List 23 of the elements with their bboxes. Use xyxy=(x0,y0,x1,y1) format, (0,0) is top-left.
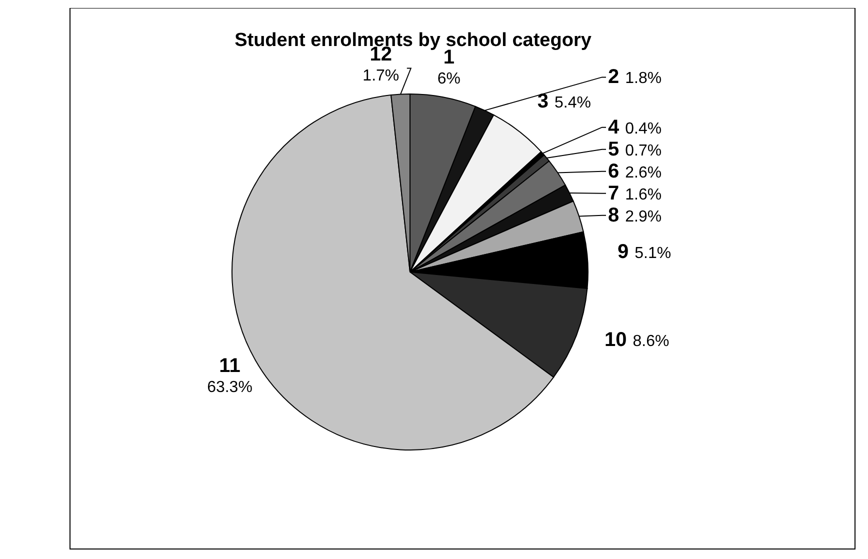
data-label: 63.3% xyxy=(207,378,252,396)
data-label: 0.4% xyxy=(625,120,662,138)
data-label: 1.7% xyxy=(362,67,400,84)
slice-label: 4 xyxy=(608,116,620,138)
data-label: 0.7% xyxy=(625,142,662,160)
slice-label: 3 xyxy=(537,90,548,113)
data-label: 6% xyxy=(437,70,460,88)
data-label: 1.8% xyxy=(625,70,662,88)
slice-label: 9 xyxy=(618,240,629,263)
data-label: 5.4% xyxy=(554,94,591,112)
slice-label: 8 xyxy=(608,204,620,226)
data-label: 5.1% xyxy=(634,244,672,262)
slice-label: 1 xyxy=(443,46,454,69)
data-label: 2.6% xyxy=(625,164,662,182)
data-label: 1.6% xyxy=(625,186,662,204)
data-label: 8.6% xyxy=(632,332,670,350)
slice-label: 7 xyxy=(608,182,620,204)
slice-label: 5 xyxy=(608,138,620,160)
data-label: 2.9% xyxy=(625,208,662,226)
slice-label: 2 xyxy=(608,66,620,88)
slice-label: 10 xyxy=(604,328,627,351)
slice-label: 6 xyxy=(608,160,620,182)
slice-label: 11 xyxy=(219,354,240,377)
